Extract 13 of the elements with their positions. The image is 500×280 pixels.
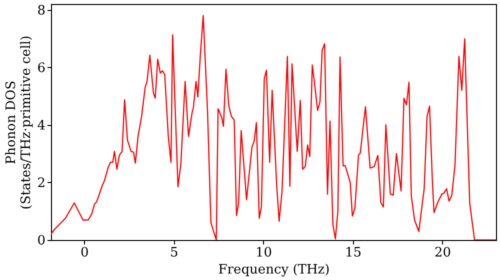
y-tick-label: 4 bbox=[37, 118, 46, 134]
y-tick-label: 0 bbox=[37, 234, 46, 248]
x-tick-label: 5 bbox=[170, 246, 178, 260]
x-tick-label: 0 bbox=[80, 246, 89, 260]
y-axis-title: Phonon DOS (States/THz·primitive cell) bbox=[4, 35, 34, 210]
y-tick-label: 2 bbox=[37, 176, 46, 191]
y-tick-label: 8 bbox=[37, 3, 46, 18]
x-tick-label: 15 bbox=[344, 246, 362, 260]
x-axis-title: Frequency (THz) bbox=[218, 262, 330, 278]
x-tick-label: 10 bbox=[255, 246, 272, 260]
x-tick-label: 20 bbox=[434, 246, 452, 260]
line-series bbox=[51, 14, 496, 240]
y-tick-label: 6 bbox=[37, 60, 46, 76]
